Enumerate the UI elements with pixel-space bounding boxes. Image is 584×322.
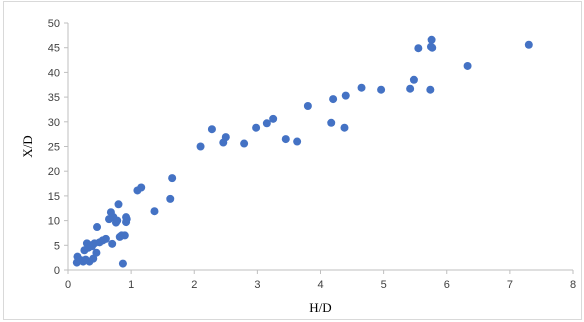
data-point — [207, 125, 216, 134]
data-point — [150, 207, 159, 216]
data-point — [329, 95, 338, 104]
x-tick-label: 4 — [317, 279, 323, 291]
x-tick-label: 1 — [128, 279, 134, 291]
data-point — [168, 174, 177, 183]
y-axis-title: X/D — [20, 135, 35, 157]
data-point — [221, 133, 230, 142]
data-point — [524, 40, 533, 49]
y-tick-label: 30 — [48, 117, 60, 129]
y-tick-label: 15 — [48, 191, 60, 203]
data-point — [120, 231, 129, 240]
x-tick-label: 0 — [65, 279, 71, 291]
data-point — [113, 216, 122, 225]
data-point — [414, 44, 423, 53]
y-tick-label: 25 — [48, 142, 60, 154]
x-tick-label: 5 — [381, 279, 387, 291]
x-tick-label: 8 — [570, 279, 576, 291]
x-tick-label: 2 — [191, 279, 197, 291]
y-tick-label: 5 — [54, 240, 60, 252]
x-tick-label: 3 — [254, 279, 260, 291]
x-tick-label: 7 — [507, 279, 513, 291]
data-point — [101, 234, 110, 243]
y-tick-label: 10 — [48, 216, 60, 228]
data-point — [377, 85, 386, 94]
y-tick-label: 0 — [54, 265, 60, 277]
data-point — [340, 123, 349, 132]
data-point — [293, 137, 302, 146]
data-point — [427, 35, 436, 44]
y-tick-label: 35 — [48, 92, 60, 104]
chart-frame: 0 5 10 15 20 25 30 35 40 45 50 0 1 2 3 4 5 6 7 8 H/D X/D — [3, 1, 582, 320]
data-point — [357, 83, 366, 92]
data-point — [262, 119, 271, 128]
data-point — [327, 118, 336, 127]
data-point — [428, 43, 437, 52]
x-tick-label: 6 — [444, 279, 450, 291]
data-point — [406, 84, 415, 93]
data-point — [341, 91, 350, 100]
data-point — [252, 123, 261, 132]
data-point — [118, 259, 127, 268]
data-point — [269, 114, 278, 123]
x-axis-title: H/D — [309, 300, 331, 315]
data-point — [137, 183, 146, 192]
data-point — [114, 200, 123, 209]
data-point — [409, 75, 418, 84]
data-point — [196, 142, 205, 151]
data-point — [303, 101, 312, 110]
data-point — [92, 248, 101, 257]
data-point — [426, 85, 435, 94]
y-tick-label: 45 — [48, 43, 60, 55]
data-point — [240, 139, 249, 148]
y-tick-label: 20 — [48, 166, 60, 178]
data-point — [93, 223, 102, 232]
y-tick-label: 50 — [48, 18, 60, 30]
data-point — [281, 135, 290, 144]
data-point — [122, 215, 131, 224]
data-point — [108, 239, 117, 248]
y-tick-label: 40 — [48, 67, 60, 79]
data-point — [89, 254, 98, 263]
data-point — [463, 61, 472, 70]
data-point — [166, 194, 175, 203]
